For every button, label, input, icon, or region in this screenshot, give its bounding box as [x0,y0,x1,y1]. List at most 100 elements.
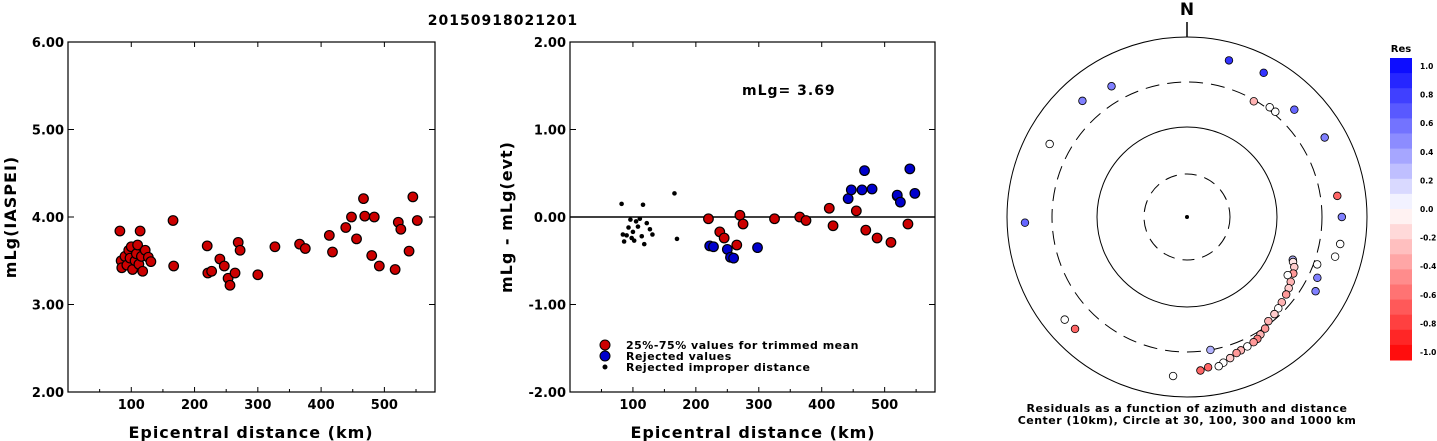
rejected-point [752,242,763,254]
x-tick-label: 100 [118,398,145,413]
x-tick-label: 300 [745,398,772,413]
x-tick-label: 300 [244,398,271,413]
improper-distance-point [650,232,655,237]
station-point [1274,304,1283,313]
y-tick-label: -2.00 [529,386,566,401]
ring-30km [1143,173,1231,261]
station-point [1020,218,1030,227]
trimmed-mean-point [860,224,872,236]
improper-distance-point [641,241,647,247]
y-tick-group: 2.00 3.00 4.00 5.00 6.00 [32,36,435,401]
colorbar-tick-label: 0.2 [1420,176,1433,185]
data-point [351,233,362,245]
station-point [1290,105,1299,114]
colorbar-tick-label: 0.6 [1420,119,1433,128]
trimmed-mean-point [731,239,743,251]
rejected-point [904,163,916,175]
improper-distance-point [620,232,626,237]
station-point [1330,252,1340,261]
legend: 25%-75% values for trimmed mean Rejected… [599,339,858,374]
data-point [340,222,352,233]
data-point [358,193,369,205]
colorbar-cell [1390,224,1412,240]
station-points [1020,56,1347,381]
data-point [134,225,146,237]
rejected-point [909,187,921,199]
improper-distance-point [639,233,645,239]
station-point [1260,324,1270,333]
colorbar-cell [1390,209,1412,225]
x-axis-label: Epicentral distance (km) [630,423,875,441]
station-point [1206,345,1215,355]
station-point [1337,212,1347,222]
rejected-point [728,252,740,264]
colorbar-cell [1390,58,1412,74]
polar-caption-line2: Center (10km), Circle at 30, 100, 300 an… [1018,414,1357,427]
y-tick-label: 2.00 [32,386,64,401]
data-point [234,244,246,256]
station-point [1045,139,1054,149]
station-point [1335,239,1345,249]
colorbar-cell [1390,314,1412,331]
data-point [346,211,357,223]
data-point [252,269,264,281]
data-point [132,239,144,251]
y-tick-label: 3.00 [32,299,64,314]
data-point [218,260,230,272]
legend-label-rejected: Rejected values [626,350,732,363]
x-tick-label: 500 [871,398,898,413]
colorbar-tick-label: -0.2 [1420,234,1436,243]
data-point [323,229,335,241]
data-point [224,279,236,291]
trimmed-mean-point [800,215,812,226]
colorbar-tick-label: 0.4 [1420,148,1433,157]
improper-distance-point [647,226,653,232]
station-point [1320,133,1329,142]
data-point [395,223,407,235]
y-tick-label: 6.00 [32,36,64,51]
data-points [114,191,423,291]
station-point [1060,315,1069,324]
improper-distance-point [637,216,643,222]
trimmed-mean-point [703,213,714,225]
station-point [1203,363,1213,372]
azimuth-distance-plot: N Residuals as a function of azimuth and… [1006,0,1368,427]
data-point [327,246,338,258]
improper-distance-point [626,225,631,230]
station-point [1107,82,1116,91]
data-point [269,241,281,253]
station-point [1311,287,1320,296]
data-point [229,267,241,279]
data-point [359,210,371,222]
y-tick-label: 2.00 [534,36,566,51]
y-tick-group: -2.00 -1.00 0.00 1.00 2.00 [529,36,935,401]
rejected-point [894,196,906,208]
station-point [1249,338,1258,347]
station-point [1224,56,1234,65]
station-point [1078,96,1087,106]
improper-distance-point [640,202,646,208]
station-point [1070,324,1080,334]
station-point [1225,353,1235,363]
colorbar-cell [1390,344,1412,361]
colorbar-cell [1390,254,1412,270]
station-point [1333,191,1342,201]
station-point [1270,309,1279,319]
colorbar-tick-label: 0.0 [1420,205,1433,214]
legend-marker-rejected [599,350,611,362]
colorbar-ticks: 1.0 0.8 0.6 0.4 0.2 0.0 -0.2 -0.4 -0.6 -0.8 -1.0 [1420,62,1436,357]
colorbar-cell [1390,329,1412,346]
x-tick-label: 400 [808,398,835,413]
improper-distance-point [672,191,677,196]
station-point [1168,371,1178,381]
colorbar-cell [1390,239,1412,255]
station-point [1249,97,1259,106]
data-point [299,243,311,254]
x-tick-label: 200 [181,398,208,413]
station-point [1281,290,1291,299]
data-point [366,250,378,261]
data-point [168,260,180,272]
data-points [619,163,921,264]
residual-colorbar: Res 1.0 0.8 0.6 0.4 0.2 0.0 -0.2 -0.4 -0.6 -0.8 -1… [1390,44,1436,361]
improper-distance-point [674,236,680,242]
